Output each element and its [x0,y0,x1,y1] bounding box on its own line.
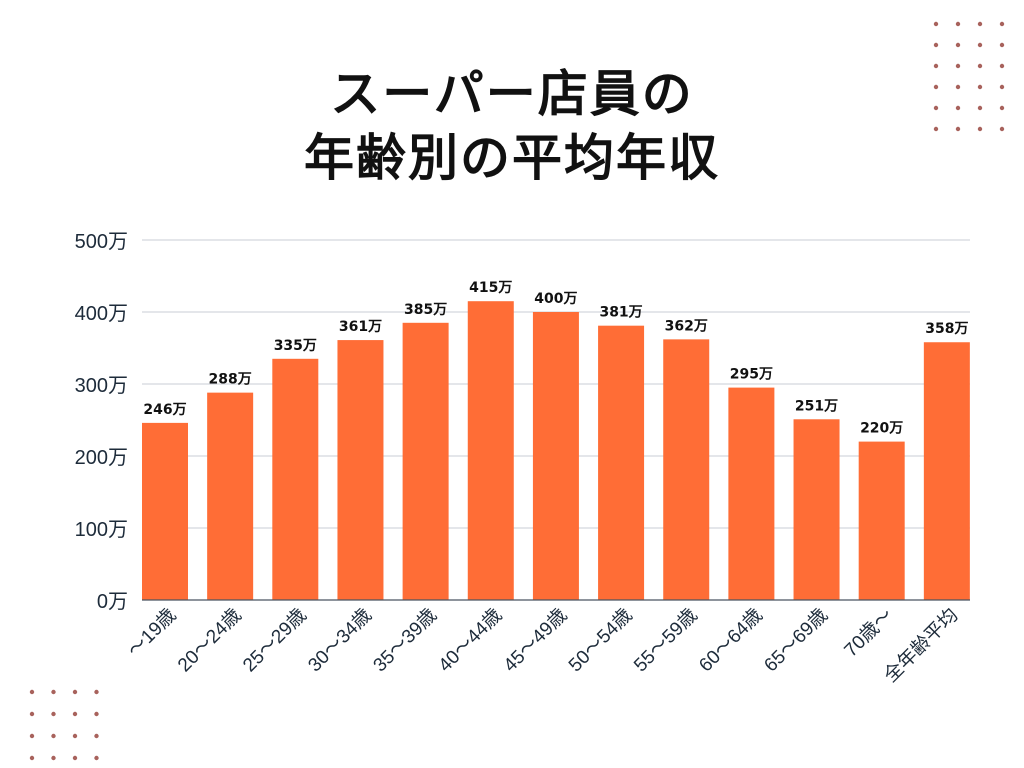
decor-dot [51,689,56,695]
decor-dot [999,21,1005,27]
chart-title: スーパー店員の 年齢別の平均年収 [0,62,1024,190]
x-tick-label: 60〜64歳 [695,604,767,676]
decor-dot [999,126,1005,132]
decor-dot [29,755,35,761]
decor-dot [977,42,983,48]
bar [272,358,319,600]
decor-dot [29,689,35,695]
decor-dot [955,63,961,69]
decor-dot [94,733,99,739]
decor-dot [977,126,983,132]
bar [467,301,514,600]
y-tick-label: 500万 [75,231,128,253]
bar [793,419,840,600]
bar [728,387,775,600]
data-label: 381万 [599,305,642,321]
decor-dot [29,711,35,717]
y-tick-label: 300万 [75,375,128,397]
x-tick-label: 45〜49歳 [499,604,571,676]
decor-dot [955,126,961,132]
x-tick-label: 55〜59歳 [629,604,701,676]
bar [402,322,449,600]
decor-dot [94,711,99,717]
data-label: 385万 [404,302,447,318]
decor-dot [933,105,939,111]
bar [207,392,254,600]
decor-dot [999,42,1005,48]
data-label: 220万 [860,421,903,437]
decor-dot [51,755,56,761]
title-line-2: 年齢別の平均年収 [304,129,720,187]
decor-dot [94,755,99,761]
bar [532,312,579,600]
bar [337,340,384,600]
data-label: 246万 [143,402,186,418]
decor-dot [977,105,983,111]
decor-dot [933,84,939,90]
y-tick-label: 100万 [75,519,128,541]
decor-dot [51,711,56,717]
decor-dot [72,733,78,739]
x-tick-label: 40〜44歳 [434,604,506,676]
bar [142,422,188,600]
bar [598,325,645,600]
decor-dot [977,84,983,90]
decor-dot [933,42,939,48]
decor-dot [933,21,939,27]
decor-dot [72,711,78,717]
decor-dot [94,689,99,695]
data-label: 251万 [795,398,838,414]
decor-dot [72,689,78,695]
data-label: 295万 [730,367,773,383]
decor-dot [933,126,939,132]
data-label: 415万 [469,280,512,296]
bar [858,441,905,600]
x-tick-label: 20〜24歳 [173,604,245,676]
data-label: 400万 [534,291,577,307]
bar [923,342,970,600]
decor-dot [999,84,1005,90]
y-tick-label: 0万 [97,591,128,613]
data-label: 335万 [274,338,317,354]
decor-dot [51,733,56,739]
bar [663,339,710,600]
x-tick-label: 25〜29歳 [239,604,311,676]
x-tick-label: 70歳〜 [840,604,897,661]
data-label: 361万 [339,319,382,335]
x-tick-label: 〜19歳 [123,604,180,661]
data-label: 288万 [209,372,252,388]
title-line-1: スーパー店員の [330,65,694,123]
decor-dot [29,733,35,739]
decor-dot [977,63,983,69]
decor-dot [999,63,1005,69]
x-tick-label: 65〜69歳 [760,604,832,676]
y-tick-label: 200万 [75,447,128,469]
x-tick-label: 30〜34歳 [304,604,376,676]
data-label: 362万 [665,318,708,334]
decor-dot [955,84,961,90]
y-tick-label: 400万 [75,303,128,325]
decor-dot [999,105,1005,111]
data-label: 358万 [925,321,968,337]
decor-dot [72,755,78,761]
x-tick-label: 50〜54歳 [564,604,636,676]
decor-dot [955,105,961,111]
decor-dot [933,63,939,69]
decor-dot [955,42,961,48]
x-tick-label: 35〜39歳 [369,604,441,676]
decor-dot [977,21,983,27]
decor-dot [955,21,961,27]
